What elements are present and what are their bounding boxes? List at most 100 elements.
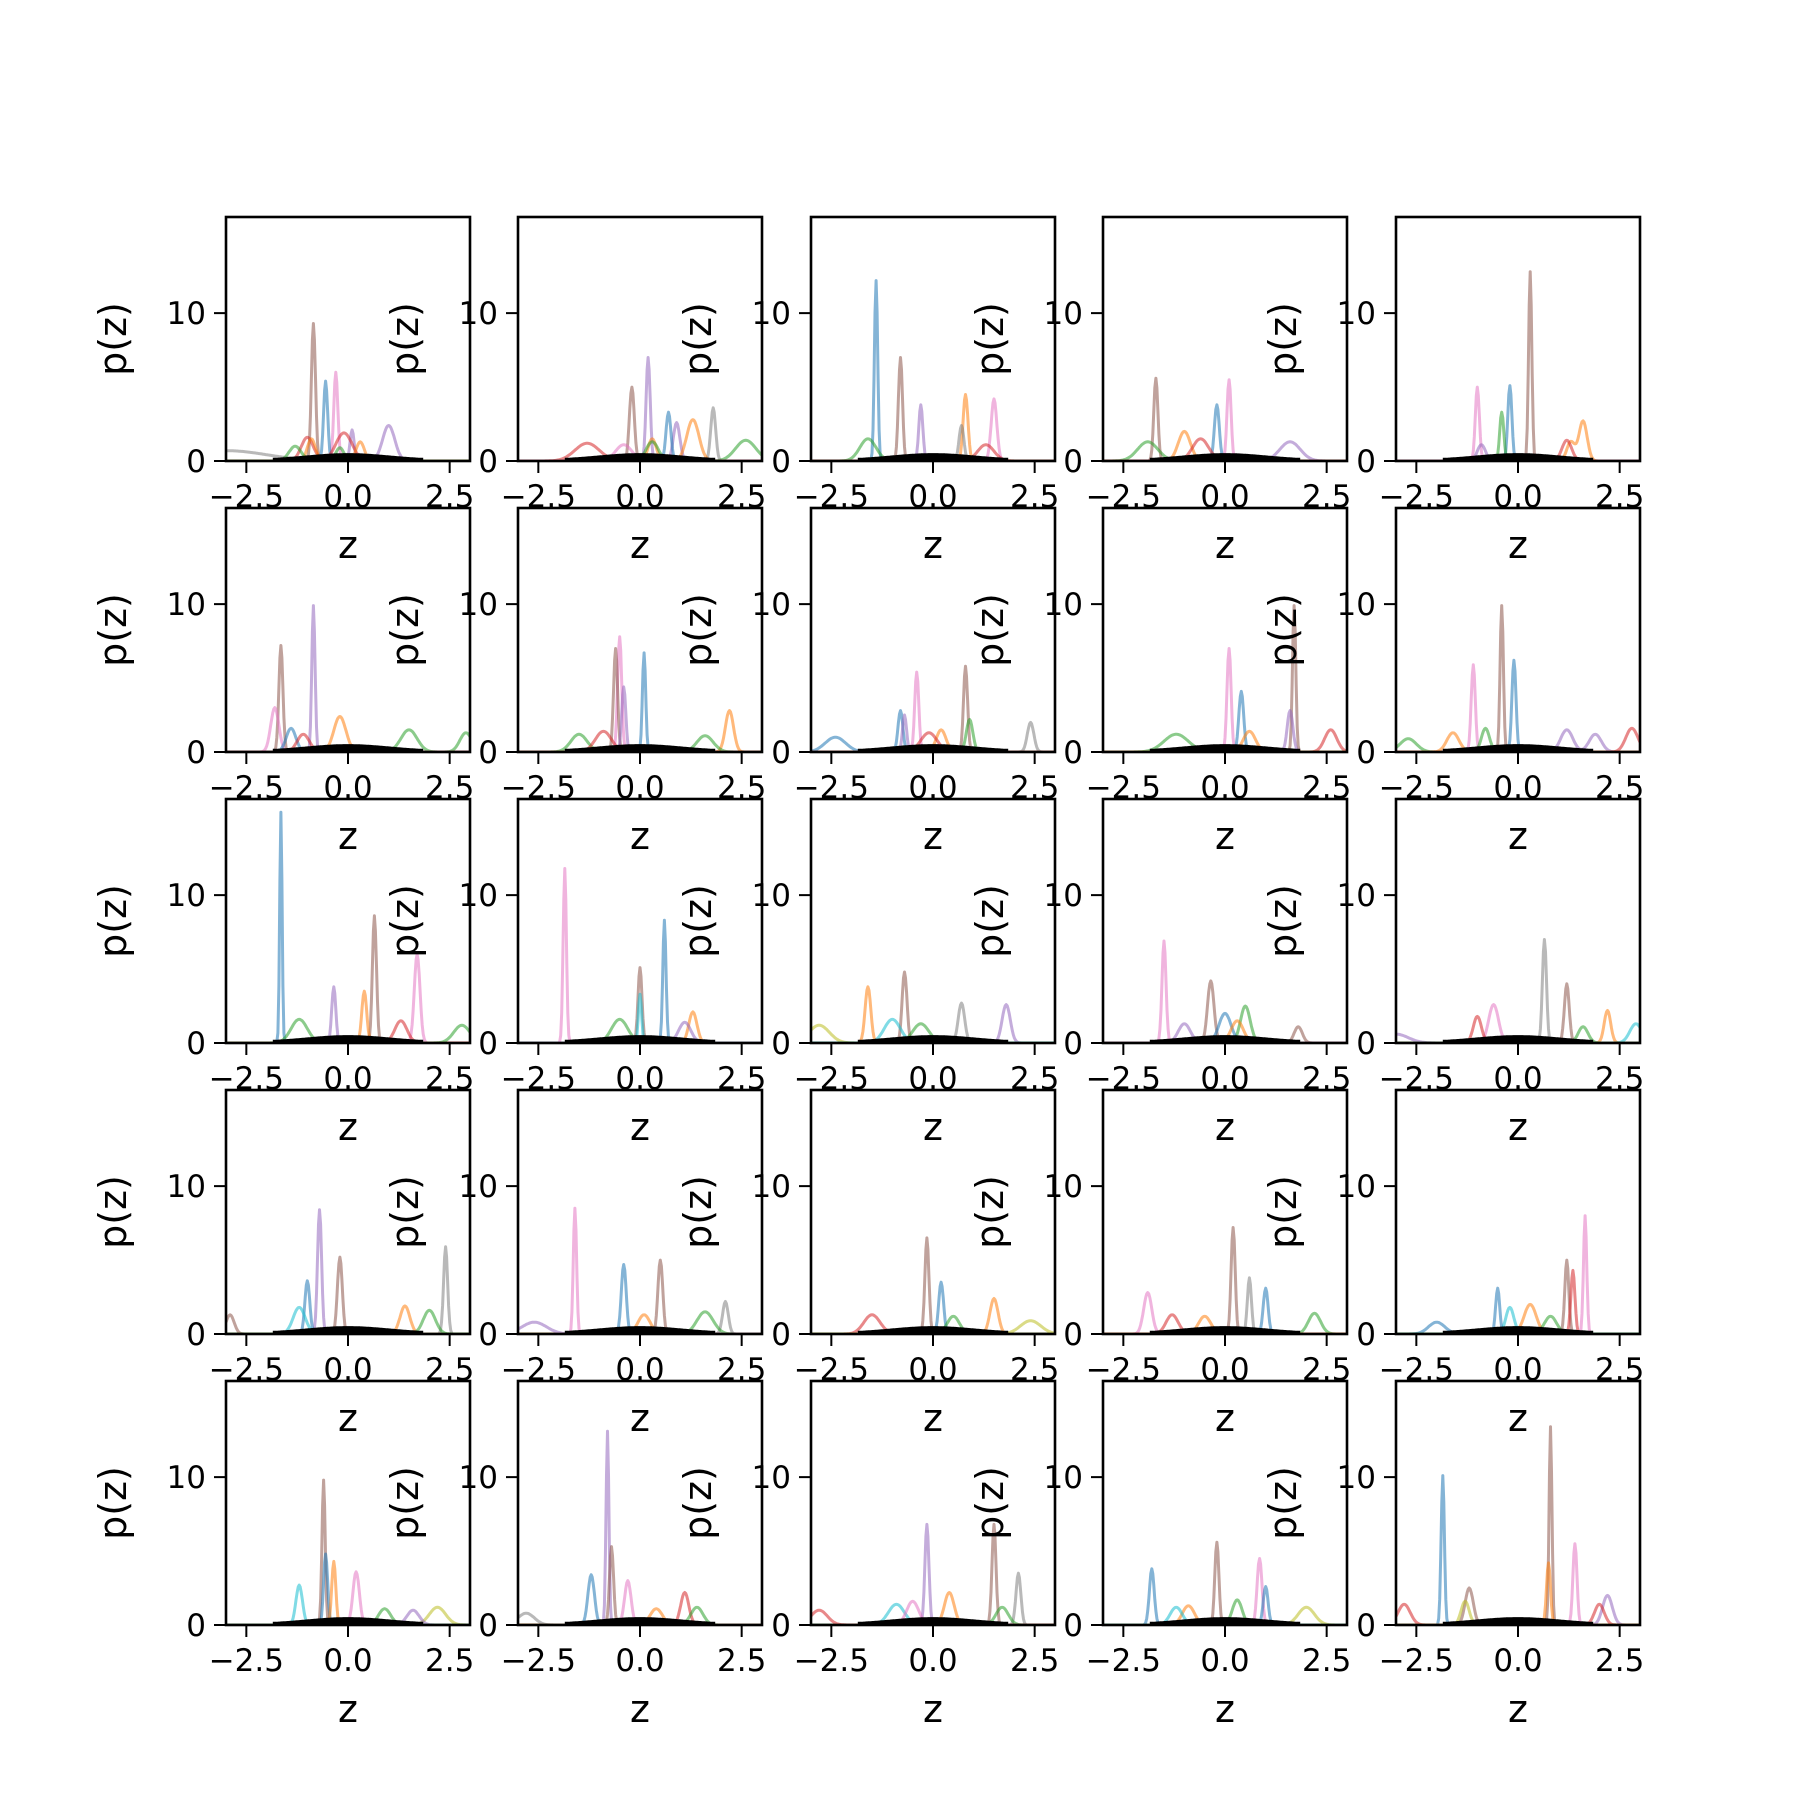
plot-area bbox=[1396, 1214, 1640, 1334]
density-series-3 bbox=[226, 715, 470, 752]
subplot-r4-c0: −2.5 0.0 2.5 0 10 z p(z) bbox=[91, 1379, 474, 1731]
x-axis-label: z bbox=[630, 814, 650, 858]
y-axis-label: p(z) bbox=[1261, 884, 1305, 958]
x-axis-label: z bbox=[923, 1105, 943, 1149]
y-axis-label: p(z) bbox=[383, 593, 427, 667]
y-tick-label: 0 bbox=[478, 1026, 498, 1062]
x-tick-label: 0.0 bbox=[615, 479, 664, 515]
x-tick-label: 0.0 bbox=[1200, 479, 1249, 515]
y-axis-label: p(z) bbox=[383, 1175, 427, 1249]
x-tick-label: 2.5 bbox=[1302, 1352, 1351, 1388]
prior-density bbox=[857, 1326, 1009, 1334]
y-tick-label: 0 bbox=[186, 1026, 206, 1062]
density-series-0 bbox=[1396, 1214, 1640, 1334]
density-series-5 bbox=[1396, 1593, 1640, 1625]
x-tick-label: 0.0 bbox=[1200, 770, 1249, 806]
x-tick-label: 2.5 bbox=[425, 770, 474, 806]
plot-area bbox=[518, 1206, 762, 1334]
y-axis-label: p(z) bbox=[676, 593, 720, 667]
axes-frame bbox=[516, 215, 764, 463]
y-axis-label: p(z) bbox=[968, 1175, 1012, 1249]
x-tick-label: 0.0 bbox=[323, 1352, 372, 1388]
subplot-r0-c0: −2.5 0.0 2.5 0 10 z p(z) bbox=[91, 215, 474, 567]
x-axis-label: z bbox=[923, 523, 943, 567]
prior-density bbox=[272, 744, 424, 752]
x-tick-label: −2.5 bbox=[1086, 1643, 1161, 1679]
x-tick-label: 0.0 bbox=[908, 1061, 957, 1097]
x-tick-label: −2.5 bbox=[794, 1643, 869, 1679]
x-tick-label: −2.5 bbox=[1086, 770, 1161, 806]
x-tick-label: 0.0 bbox=[323, 770, 372, 806]
density-series-0 bbox=[518, 1206, 762, 1334]
y-tick-label: 0 bbox=[1063, 444, 1083, 480]
density-series-1 bbox=[226, 914, 470, 1043]
x-tick-label: −2.5 bbox=[501, 1643, 576, 1679]
y-tick-label: 0 bbox=[771, 1608, 791, 1644]
x-axis-label: z bbox=[1508, 1396, 1528, 1440]
y-tick-label: 0 bbox=[186, 1608, 206, 1644]
density-series-0 bbox=[226, 604, 470, 752]
x-tick-label: 2.5 bbox=[1302, 770, 1351, 806]
x-axis-label: z bbox=[630, 523, 650, 567]
x-axis-label: z bbox=[1215, 814, 1235, 858]
plot-area bbox=[1103, 939, 1347, 1043]
y-tick-label: 0 bbox=[1356, 444, 1376, 480]
x-tick-label: −2.5 bbox=[1086, 1061, 1161, 1097]
x-axis-label: z bbox=[338, 814, 358, 858]
x-tick-label: 0.0 bbox=[1493, 1061, 1542, 1097]
density-series-2 bbox=[226, 952, 470, 1043]
density-series-3 bbox=[811, 397, 1055, 461]
density-series-2 bbox=[226, 706, 470, 752]
y-tick-label: 10 bbox=[1337, 296, 1376, 332]
x-tick-label: −2.5 bbox=[1379, 1643, 1454, 1679]
prior-density bbox=[1442, 1326, 1594, 1334]
density-series-0 bbox=[518, 356, 762, 461]
x-tick-label: −2.5 bbox=[209, 1061, 284, 1097]
density-series-2 bbox=[518, 406, 762, 461]
x-axis-label: z bbox=[338, 1687, 358, 1731]
x-tick-label: 2.5 bbox=[1302, 479, 1351, 515]
x-axis-label: z bbox=[338, 523, 358, 567]
plot-area bbox=[226, 810, 470, 1043]
x-axis-label: z bbox=[338, 1105, 358, 1149]
x-tick-label: −2.5 bbox=[209, 1352, 284, 1388]
x-tick-label: 2.5 bbox=[1595, 770, 1644, 806]
density-series-3 bbox=[226, 1570, 470, 1625]
prior-density bbox=[1149, 1617, 1301, 1625]
density-series-1 bbox=[518, 1545, 762, 1625]
x-tick-label: −2.5 bbox=[794, 479, 869, 515]
density-series-3 bbox=[1396, 1561, 1640, 1625]
y-tick-label: 0 bbox=[478, 1608, 498, 1644]
x-tick-label: −2.5 bbox=[1086, 479, 1161, 515]
density-series-0 bbox=[1396, 270, 1640, 461]
x-tick-label: 0.0 bbox=[1200, 1352, 1249, 1388]
x-tick-label: 0.0 bbox=[1493, 1643, 1542, 1679]
density-series-4 bbox=[811, 403, 1055, 461]
density-series-2 bbox=[518, 966, 762, 1043]
density-series-6 bbox=[226, 1308, 470, 1334]
x-tick-label: 0.0 bbox=[1493, 1352, 1542, 1388]
x-tick-label: −2.5 bbox=[1379, 479, 1454, 515]
density-series-5 bbox=[1103, 1025, 1347, 1043]
x-tick-label: 0.0 bbox=[615, 770, 664, 806]
prior-density bbox=[272, 453, 424, 461]
y-axis-label: p(z) bbox=[383, 1466, 427, 1540]
y-tick-label: 0 bbox=[771, 735, 791, 771]
y-axis-label: p(z) bbox=[676, 1175, 720, 1249]
density-series-4 bbox=[1103, 440, 1347, 461]
y-axis-label: p(z) bbox=[968, 1466, 1012, 1540]
density-series-0 bbox=[1103, 939, 1347, 1043]
density-series-5 bbox=[811, 1319, 1055, 1334]
y-tick-label: 10 bbox=[752, 296, 791, 332]
density-series-1 bbox=[518, 385, 762, 461]
x-tick-label: −2.5 bbox=[501, 479, 576, 515]
density-series-0 bbox=[811, 279, 1055, 461]
density-series-2 bbox=[518, 1263, 762, 1334]
density-series-0 bbox=[811, 1236, 1055, 1334]
density-series-6 bbox=[518, 1320, 762, 1334]
x-tick-label: 2.5 bbox=[717, 479, 766, 515]
density-series-0 bbox=[226, 1478, 470, 1625]
